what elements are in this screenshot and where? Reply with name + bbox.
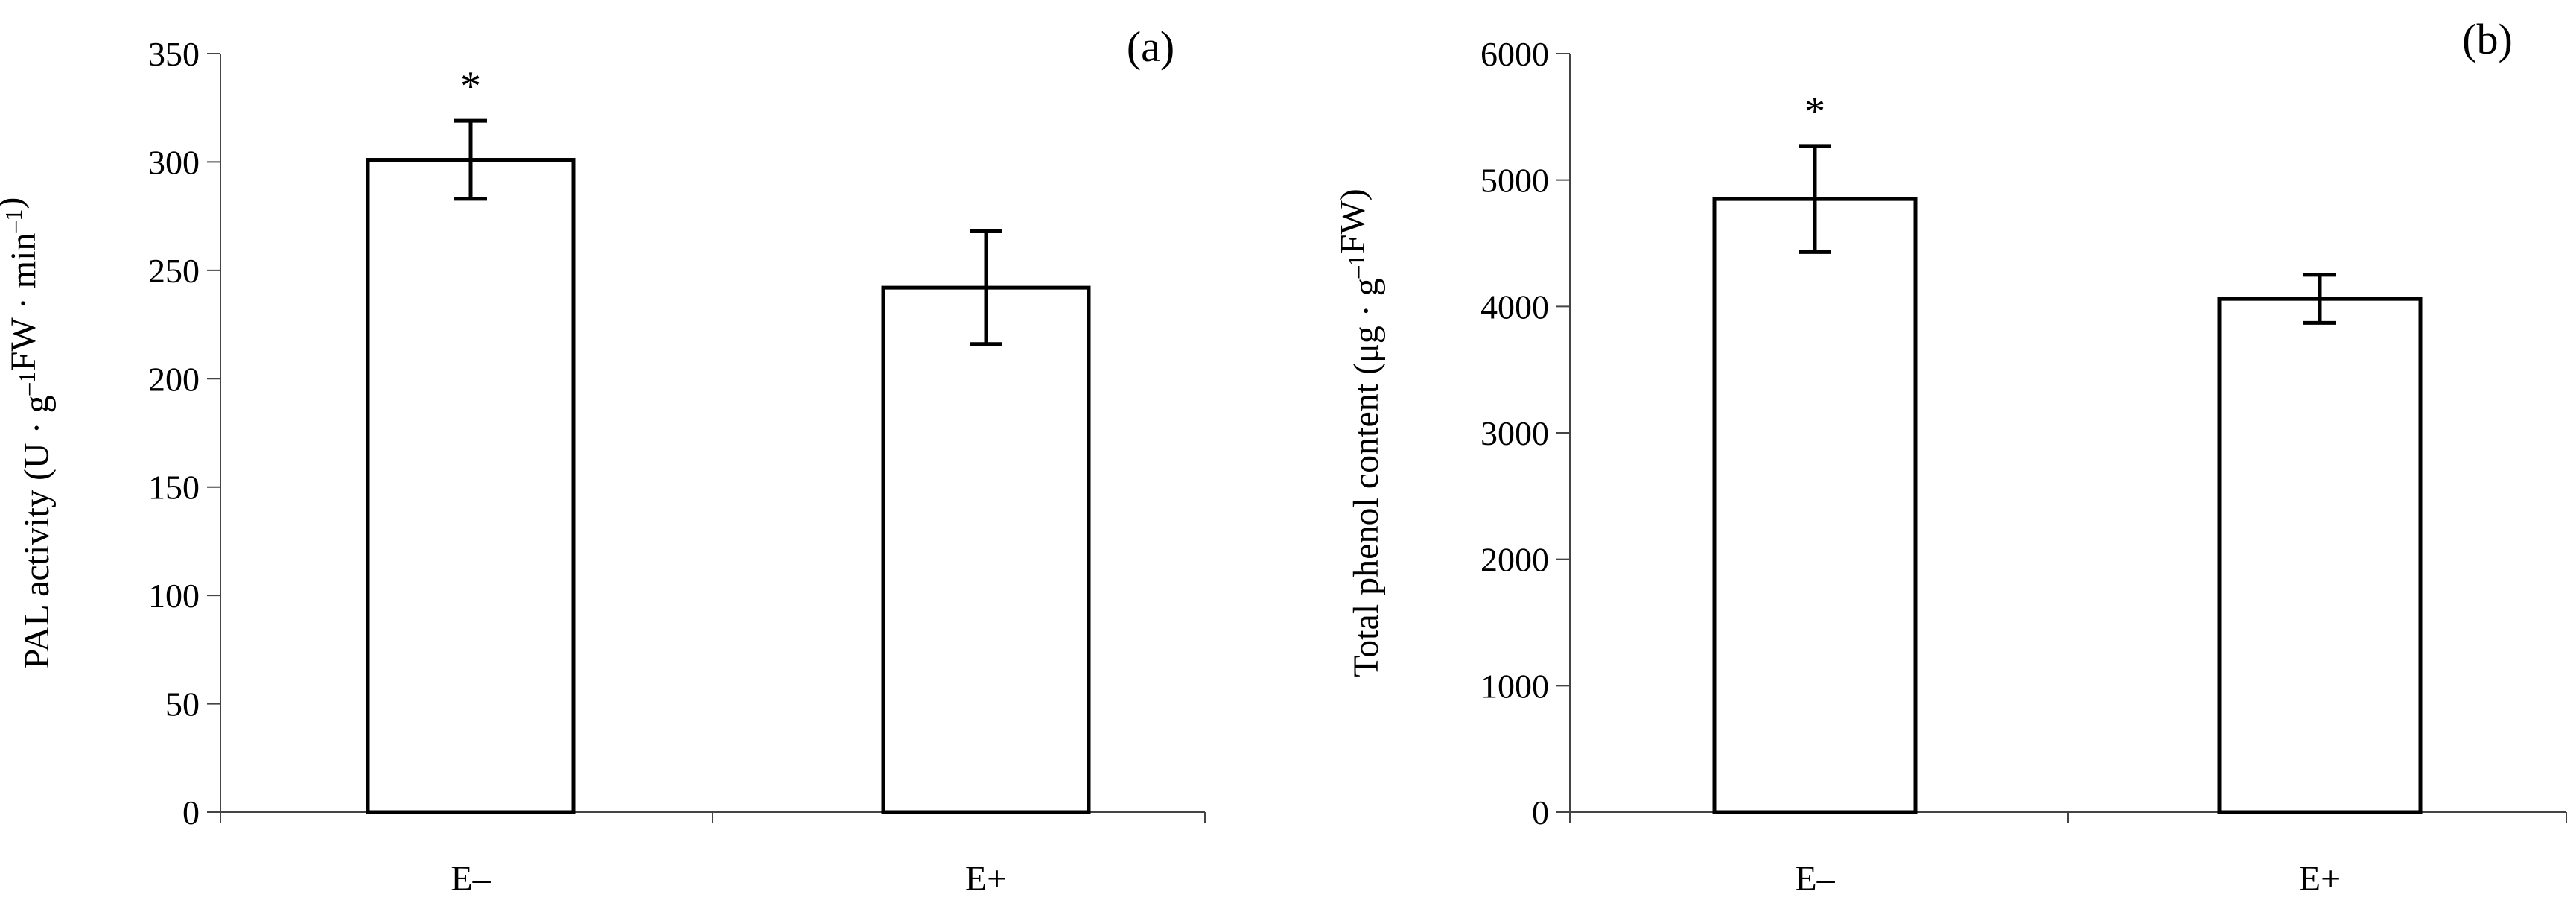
significance-marker: * <box>460 63 481 110</box>
chart-panel-1: 0 50 100 150 200 250 300 350 * E– E+ (a) PAL activit… <box>0 22 1206 899</box>
bar <box>881 285 1091 814</box>
bar <box>366 158 576 814</box>
y-tick-label: 0 <box>1532 793 1549 831</box>
x-category-label: E– <box>1795 859 1835 899</box>
y-tick-label: 2000 <box>1481 541 1549 579</box>
panel-label: (b) <box>2462 15 2513 63</box>
y-tick-label: 3000 <box>1481 414 1549 452</box>
y-tick-label: 6000 <box>1481 35 1549 73</box>
significance-marker: * <box>1804 89 1825 135</box>
error-bar <box>1799 144 1831 254</box>
x-category-label: E– <box>451 859 491 899</box>
y-tick-label: 100 <box>148 577 200 615</box>
error-bar <box>2303 273 2336 325</box>
y-tick-label: 1000 <box>1481 667 1549 705</box>
y-tick-label: 50 <box>165 685 200 723</box>
y-tick-label: 350 <box>148 35 200 73</box>
y-tick-label: 150 <box>148 469 200 507</box>
x-category-label: E+ <box>965 859 1007 899</box>
bar <box>1712 197 1918 814</box>
panel-label: (a) <box>1127 22 1174 71</box>
error-bar <box>970 229 1002 346</box>
y-tick-label: 0 <box>182 793 200 831</box>
y-axis-title: Total phenol content (μg · g–1FW) <box>1333 189 1386 677</box>
y-tick-label: 4000 <box>1481 288 1549 326</box>
y-tick-label: 5000 <box>1481 162 1549 200</box>
x-category-label: E+ <box>2299 859 2341 899</box>
y-tick-label: 300 <box>148 143 200 181</box>
y-axis-title: PAL activity (U · g–1FW · min–1) <box>0 197 57 669</box>
y-tick-label: 250 <box>148 252 200 290</box>
bar <box>2217 297 2423 814</box>
chart-panel-2: 0 1000 2000 3000 4000 5000 6000 * E– E+ (b) Total p… <box>1333 15 2567 899</box>
error-bar <box>454 118 487 201</box>
y-tick-label: 200 <box>148 360 200 398</box>
